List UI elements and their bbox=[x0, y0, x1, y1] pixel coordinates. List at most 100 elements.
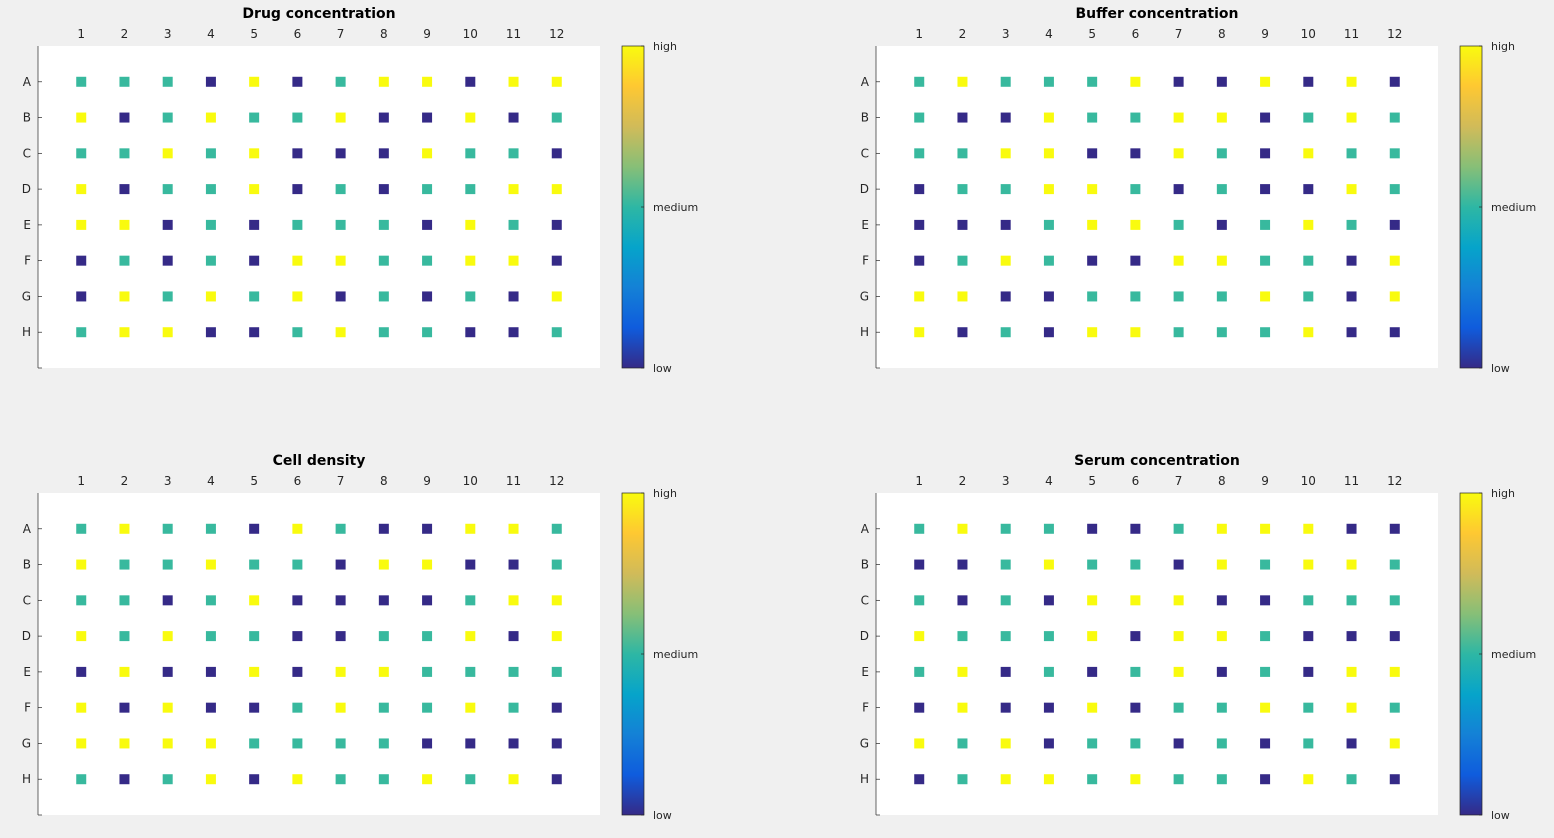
well-marker-C9 bbox=[422, 148, 433, 159]
well-marker-G4 bbox=[1043, 738, 1054, 749]
x-tick-label: 9 bbox=[1261, 27, 1269, 41]
well-marker-G9 bbox=[1260, 738, 1271, 749]
well-marker-E10 bbox=[1303, 666, 1314, 677]
y-tick-label: C bbox=[23, 593, 31, 607]
well-marker-D8 bbox=[378, 184, 389, 195]
well-marker-H3 bbox=[1000, 327, 1011, 338]
well-marker-D9 bbox=[1260, 184, 1271, 195]
well-marker-H8 bbox=[1216, 327, 1227, 338]
well-marker-H1 bbox=[76, 774, 87, 785]
well-marker-B12 bbox=[551, 559, 562, 570]
well-marker-E6 bbox=[1130, 219, 1141, 230]
well-marker-G11 bbox=[508, 291, 519, 302]
well-marker-G6 bbox=[292, 291, 303, 302]
well-marker-B8 bbox=[1216, 559, 1227, 570]
well-marker-F2 bbox=[119, 255, 130, 266]
well-marker-A7 bbox=[335, 76, 346, 87]
well-marker-E12 bbox=[1389, 666, 1400, 677]
well-marker-H6 bbox=[1130, 327, 1141, 338]
well-marker-C7 bbox=[1173, 595, 1184, 606]
colorbar-label-high: high bbox=[1491, 487, 1515, 500]
well-marker-C6 bbox=[292, 148, 303, 159]
well-marker-B4 bbox=[1043, 559, 1054, 570]
well-marker-E2 bbox=[957, 666, 968, 677]
well-marker-A8 bbox=[378, 76, 389, 87]
well-marker-D10 bbox=[465, 184, 476, 195]
well-marker-B8 bbox=[378, 559, 389, 570]
y-tick-label: E bbox=[861, 665, 869, 679]
well-marker-E1 bbox=[914, 219, 925, 230]
well-marker-B7 bbox=[1173, 112, 1184, 123]
well-marker-H12 bbox=[1389, 327, 1400, 338]
well-marker-H3 bbox=[162, 327, 173, 338]
well-marker-F8 bbox=[378, 255, 389, 266]
well-marker-C12 bbox=[551, 595, 562, 606]
well-marker-F11 bbox=[1346, 255, 1357, 266]
x-tick-label: 7 bbox=[1175, 474, 1183, 488]
x-tick-label: 10 bbox=[1301, 27, 1316, 41]
y-tick-label: B bbox=[23, 558, 31, 572]
well-marker-C12 bbox=[1389, 595, 1400, 606]
well-marker-H6 bbox=[292, 774, 303, 785]
well-marker-F4 bbox=[1043, 702, 1054, 713]
well-marker-B12 bbox=[551, 112, 562, 123]
well-marker-E4 bbox=[205, 666, 216, 677]
well-marker-G5 bbox=[249, 738, 260, 749]
well-marker-F3 bbox=[1000, 702, 1011, 713]
well-marker-G4 bbox=[1043, 291, 1054, 302]
well-marker-F5 bbox=[1087, 255, 1098, 266]
well-marker-F9 bbox=[1260, 255, 1271, 266]
well-marker-A4 bbox=[1043, 76, 1054, 87]
colorbar-label-high: high bbox=[653, 487, 677, 500]
well-marker-C3 bbox=[162, 595, 173, 606]
well-marker-A1 bbox=[914, 523, 925, 534]
well-marker-C6 bbox=[1130, 595, 1141, 606]
well-marker-C11 bbox=[1346, 148, 1357, 159]
well-marker-B12 bbox=[1389, 112, 1400, 123]
well-marker-B4 bbox=[205, 112, 216, 123]
well-marker-B3 bbox=[162, 112, 173, 123]
well-marker-F11 bbox=[508, 702, 519, 713]
well-marker-G11 bbox=[1346, 738, 1357, 749]
well-marker-C8 bbox=[378, 148, 389, 159]
well-marker-G2 bbox=[119, 291, 130, 302]
well-marker-B5 bbox=[1087, 112, 1098, 123]
well-marker-B6 bbox=[1130, 559, 1141, 570]
well-marker-C9 bbox=[1260, 148, 1271, 159]
colorbar-label-low: low bbox=[653, 362, 672, 375]
well-marker-D5 bbox=[249, 631, 260, 642]
well-marker-C3 bbox=[1000, 595, 1011, 606]
well-marker-H12 bbox=[551, 327, 562, 338]
well-marker-D3 bbox=[1000, 184, 1011, 195]
well-marker-E3 bbox=[1000, 666, 1011, 677]
axes-area bbox=[876, 493, 1438, 815]
well-marker-H1 bbox=[914, 327, 925, 338]
well-marker-G1 bbox=[914, 738, 925, 749]
well-marker-B2 bbox=[119, 112, 130, 123]
well-marker-B5 bbox=[249, 112, 260, 123]
well-marker-E8 bbox=[378, 219, 389, 230]
well-marker-B9 bbox=[422, 112, 433, 123]
well-marker-E7 bbox=[1173, 219, 1184, 230]
x-tick-label: 12 bbox=[549, 474, 564, 488]
well-marker-E10 bbox=[465, 219, 476, 230]
well-marker-E11 bbox=[1346, 219, 1357, 230]
y-tick-label: F bbox=[862, 254, 869, 268]
well-marker-G7 bbox=[1173, 291, 1184, 302]
well-marker-G12 bbox=[551, 291, 562, 302]
well-marker-G8 bbox=[1216, 738, 1227, 749]
well-marker-H3 bbox=[1000, 774, 1011, 785]
well-marker-D2 bbox=[119, 631, 130, 642]
well-marker-C4 bbox=[205, 148, 216, 159]
y-tick-label: E bbox=[23, 665, 31, 679]
well-marker-A12 bbox=[1389, 76, 1400, 87]
y-tick-label: A bbox=[861, 522, 870, 536]
well-marker-G2 bbox=[119, 738, 130, 749]
y-tick-label: B bbox=[861, 111, 869, 125]
well-marker-G12 bbox=[1389, 738, 1400, 749]
well-marker-F5 bbox=[249, 255, 260, 266]
axes-area bbox=[38, 493, 600, 815]
well-marker-A10 bbox=[1303, 523, 1314, 534]
well-marker-G3 bbox=[1000, 291, 1011, 302]
